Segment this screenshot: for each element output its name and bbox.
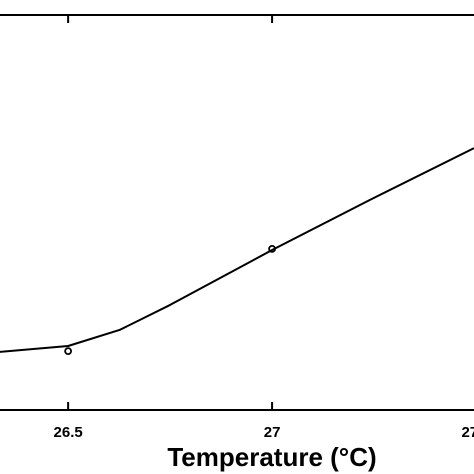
x-tick-label: 27.5 <box>461 424 474 441</box>
data-point <box>64 347 73 356</box>
x-tick-label: 27 <box>264 424 281 441</box>
data-point <box>268 244 276 253</box>
x-tick-label: 26.5 <box>54 424 83 441</box>
x-axis-label: Temperature (°C) <box>167 442 376 472</box>
fit-line <box>0 147 474 353</box>
